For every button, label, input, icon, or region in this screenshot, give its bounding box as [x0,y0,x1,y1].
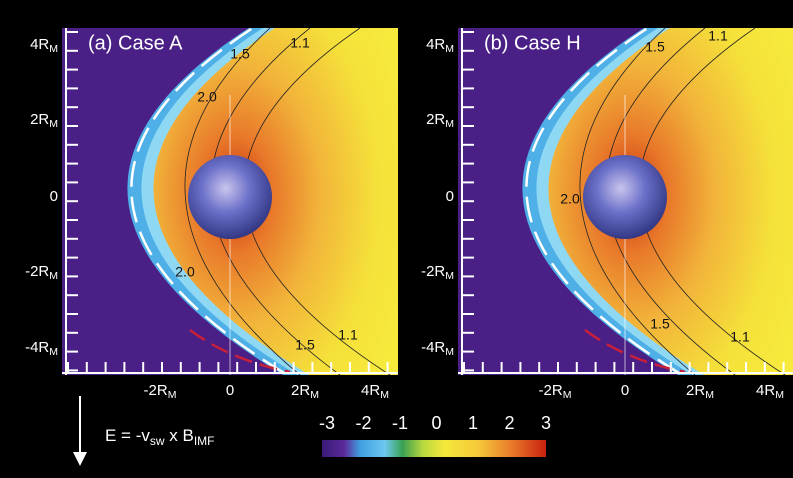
arrow-head [73,452,87,466]
tick-label: 0 [226,382,234,399]
contour-label: 1.1 [730,329,750,345]
label-main: -4R [421,339,445,356]
label-main: 4R [426,36,445,53]
contour-label: 1.1 [290,35,310,51]
contour-label: 1.5 [230,46,250,62]
label-main: 2R [426,111,445,128]
label-sub: M [563,389,572,401]
equation: E = -vsw x BIMF [105,426,215,448]
tick-label: -2RM [144,382,177,401]
tick-label: 0 [50,188,58,205]
label-main: 4R [30,36,49,53]
planet [188,155,272,239]
contour-label: 1.5 [650,316,670,332]
tick-label: 2RM [291,382,319,401]
body: 1.51.12.02.01.51.1(a) Case A4RM2RM0-2RM-… [0,0,793,478]
colorbar-tick-label: 0 [431,413,441,433]
tick-label: 4RM [426,36,454,55]
tick-label: -4RM [25,339,58,358]
label-main: 2R [30,111,49,128]
label-sub: M [49,346,58,358]
tick-label: 4RM [361,382,389,401]
label-sub: M [49,43,58,55]
colorbar-tick-label: -2 [355,413,371,433]
label-sub: M [310,389,319,401]
equation-group [73,396,87,466]
label-main: -4R [25,339,49,356]
label-sub: M [49,118,58,130]
tick-label: -4RM [421,339,454,358]
contour-label: 2.0 [560,191,580,207]
tick-label: 2RM [30,111,58,130]
label-sub: M [445,270,454,282]
label-main: -2R [144,382,168,399]
tick-label: 4RM [756,382,784,401]
label-main: 4R [756,382,775,399]
label-main: 2R [686,382,705,399]
contour-label: 1.1 [708,28,728,44]
tick-label: -2RM [25,263,58,282]
panel-title: (a) Case A [88,32,183,54]
contour-label: 1.1 [338,327,358,343]
label-sub: M [445,43,454,55]
label-main: -2R [421,263,445,280]
colorbar-tick-label: 1 [468,413,478,433]
panel-title: (b) Case H [484,32,581,54]
tick-label: -2RM [421,263,454,282]
colorbar-tick-label: -3 [319,413,335,433]
planet [583,155,667,239]
label-sub: M [775,389,784,401]
figure: 1.51.12.02.01.51.1(a) Case A4RM2RM0-2RM-… [0,0,793,478]
colorbar-tick-label: -1 [392,413,408,433]
equation-sub: sw [150,434,165,448]
tick-label: 2RM [426,111,454,130]
tick-label: 4RM [30,36,58,55]
label-sub: M [49,270,58,282]
tick-label: -2RM [539,382,572,401]
label-main: -2R [25,263,49,280]
page: {"panels": [ {"title": "(a) Case A", "y_… [0,0,793,478]
equation-sub: IMF [194,434,215,448]
label-sub: M [445,346,454,358]
label-sub: M [168,389,177,401]
label-main: 2R [291,382,310,399]
label-main: -2R [539,382,563,399]
colorbar-tick-label: 2 [504,413,514,433]
colorbar [322,440,546,457]
tick-label: 2RM [686,382,714,401]
contour-label: 1.5 [295,337,315,353]
label-main: 4R [361,382,380,399]
label-sub: M [705,389,714,401]
tick-label: 0 [621,382,629,399]
label-sub: M [445,118,454,130]
contour-label: 2.0 [175,264,195,280]
equation-main: E = -v [105,426,150,445]
contour-label: 1.5 [645,39,665,55]
equation-main: x B [165,426,194,445]
tick-label: 0 [446,188,454,205]
colorbar-tick-label: 3 [541,413,551,433]
label-sub: M [380,389,389,401]
contour-label: 2.0 [197,89,217,105]
